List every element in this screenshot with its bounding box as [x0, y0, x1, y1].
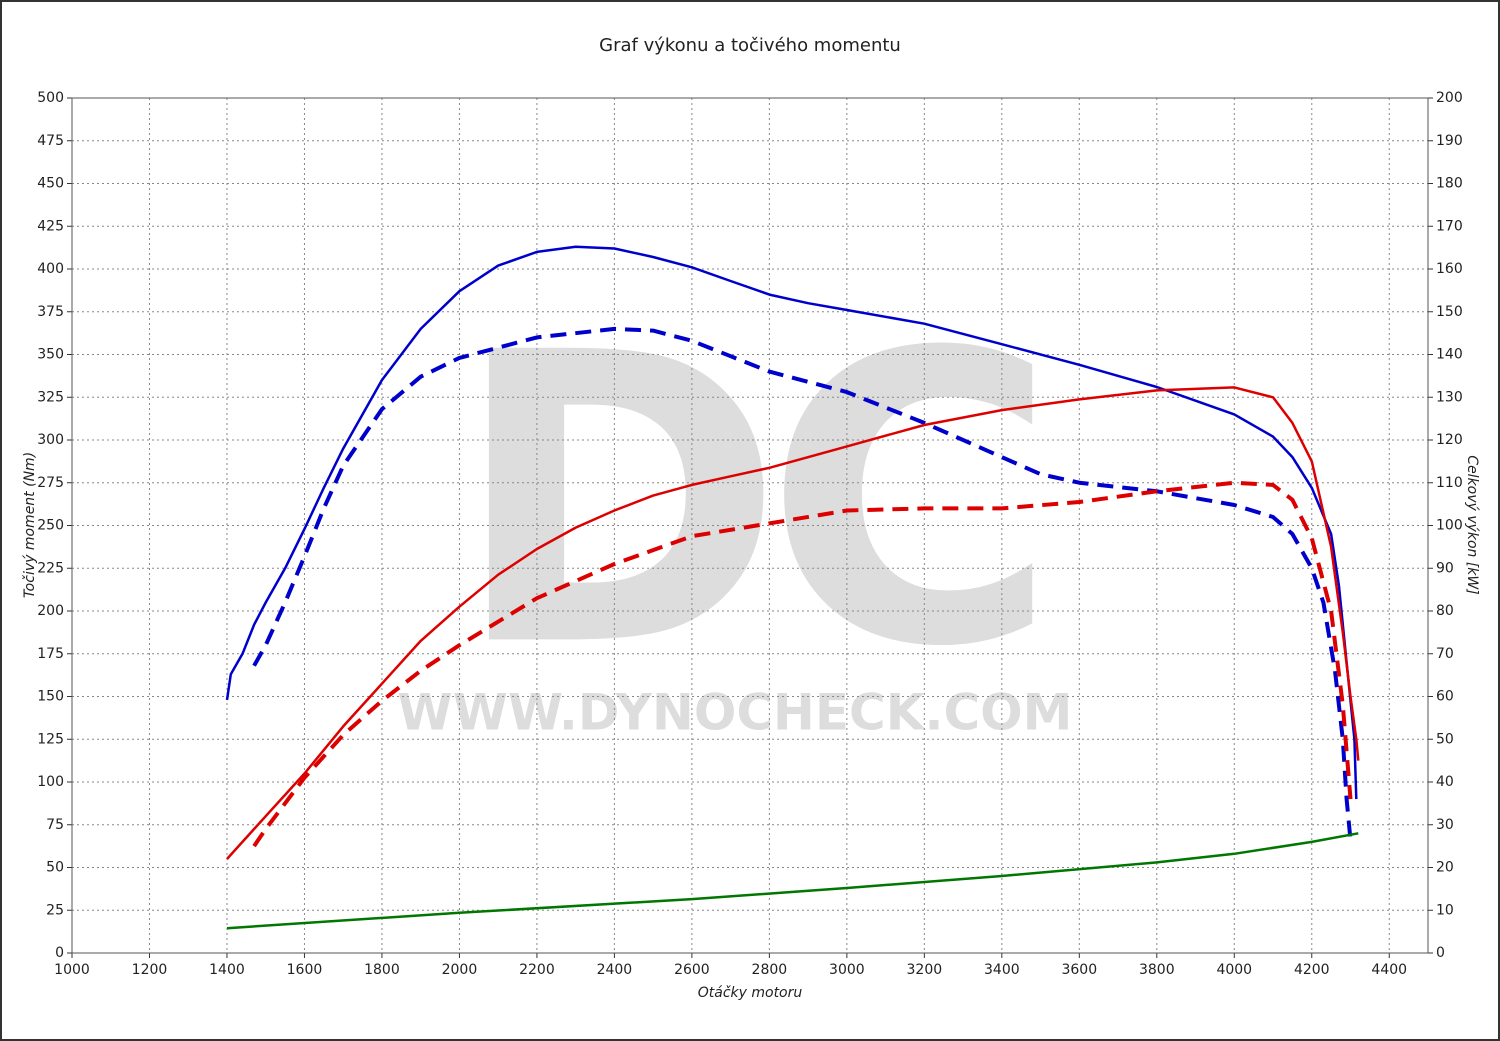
y2-tick-label: 50	[1436, 731, 1454, 747]
y2-tick-label: 120	[1436, 432, 1463, 448]
x-tick-label: 4000	[1216, 962, 1252, 978]
series-line	[252, 480, 1353, 848]
x-tick-label: 1000	[54, 962, 90, 978]
y2-tick-label: 70	[1436, 646, 1454, 662]
watermark-logo: DC	[452, 269, 1038, 734]
y-tick-label: 175	[37, 646, 64, 662]
watermark-url: WWW.DYNOCHECK.COM	[398, 684, 1073, 742]
y2-tick-label: 150	[1436, 304, 1463, 320]
x-tick-label: 4400	[1371, 962, 1407, 978]
x-tick-label: 3000	[829, 962, 865, 978]
x-tick-label: 4200	[1294, 962, 1330, 978]
series-line	[226, 832, 1359, 930]
y-tick-label: 500	[37, 90, 64, 106]
plot-area	[71, 97, 1429, 954]
y2-tick-label: 20	[1436, 860, 1454, 876]
x-tick-label: 1600	[287, 962, 323, 978]
y2-tick-label: 180	[1436, 176, 1463, 192]
y-tick-label: 450	[37, 176, 64, 192]
x-tick-label: 2200	[519, 962, 555, 978]
y-tick-label: 50	[46, 860, 64, 876]
y-tick-label: 150	[37, 689, 64, 705]
x-tick-label: 3800	[1139, 962, 1175, 978]
y-tick-label: 275	[37, 475, 64, 491]
series-line	[225, 245, 1358, 800]
y2-tick-label: 130	[1436, 389, 1463, 405]
x-tick-label: 1800	[364, 962, 400, 978]
y2-tick-label: 10	[1436, 902, 1454, 918]
y2-tick-label: 160	[1436, 261, 1463, 277]
x-tick-label: 2800	[752, 962, 788, 978]
y2-tick-label: 0	[1436, 945, 1445, 961]
y-axis-label: Točivý moment (Nm)	[22, 452, 38, 598]
y-tick-label: 100	[37, 774, 64, 790]
y-tick-label: 300	[37, 432, 64, 448]
y-tick-label: 125	[37, 731, 64, 747]
y2-tick-label: 110	[1436, 475, 1463, 491]
x-tick-label: 1400	[209, 962, 245, 978]
x-tick-label: 1200	[132, 962, 168, 978]
x-tick-label: 2600	[674, 962, 710, 978]
x-tick-label: 2000	[442, 962, 478, 978]
y-tick-label: 400	[37, 261, 64, 277]
y2-tick-label: 40	[1436, 774, 1454, 790]
y-tick-label: 475	[37, 133, 64, 149]
y-tick-label: 425	[37, 218, 64, 234]
y2-tick-label: 190	[1436, 133, 1463, 149]
y2-tick-label: 30	[1436, 817, 1454, 833]
y2-tick-label: 60	[1436, 689, 1454, 705]
x-tick-label: 3200	[907, 962, 943, 978]
y-tick-label: 225	[37, 560, 64, 576]
y2-axis-label: Celkový výkon [kW]	[1464, 455, 1480, 594]
y2-tick-label: 90	[1436, 560, 1454, 576]
x-tick-label: 3600	[1061, 962, 1097, 978]
y-tick-label: 25	[46, 902, 64, 918]
y-tick-label: 250	[37, 518, 64, 534]
y-tick-label: 200	[37, 603, 64, 619]
x-tick-label: 3400	[984, 962, 1020, 978]
y2-tick-label: 100	[1436, 518, 1463, 534]
x-axis-label: Otáčky motoru	[698, 985, 803, 1001]
x-tick-label: 2400	[597, 962, 633, 978]
y-tick-label: 350	[37, 347, 64, 363]
series-line	[252, 326, 1353, 841]
series-line	[226, 386, 1360, 860]
y-tick-label: 325	[37, 389, 64, 405]
y2-tick-label: 80	[1436, 603, 1454, 619]
y2-tick-label: 170	[1436, 218, 1463, 234]
y-tick-label: 75	[46, 817, 64, 833]
y2-tick-label: 200	[1436, 90, 1463, 106]
chart-title: Graf výkonu a točivého momentu	[599, 35, 901, 56]
y2-tick-label: 140	[1436, 347, 1463, 363]
y-tick-label: 0	[55, 945, 64, 961]
y-tick-label: 375	[37, 304, 64, 320]
